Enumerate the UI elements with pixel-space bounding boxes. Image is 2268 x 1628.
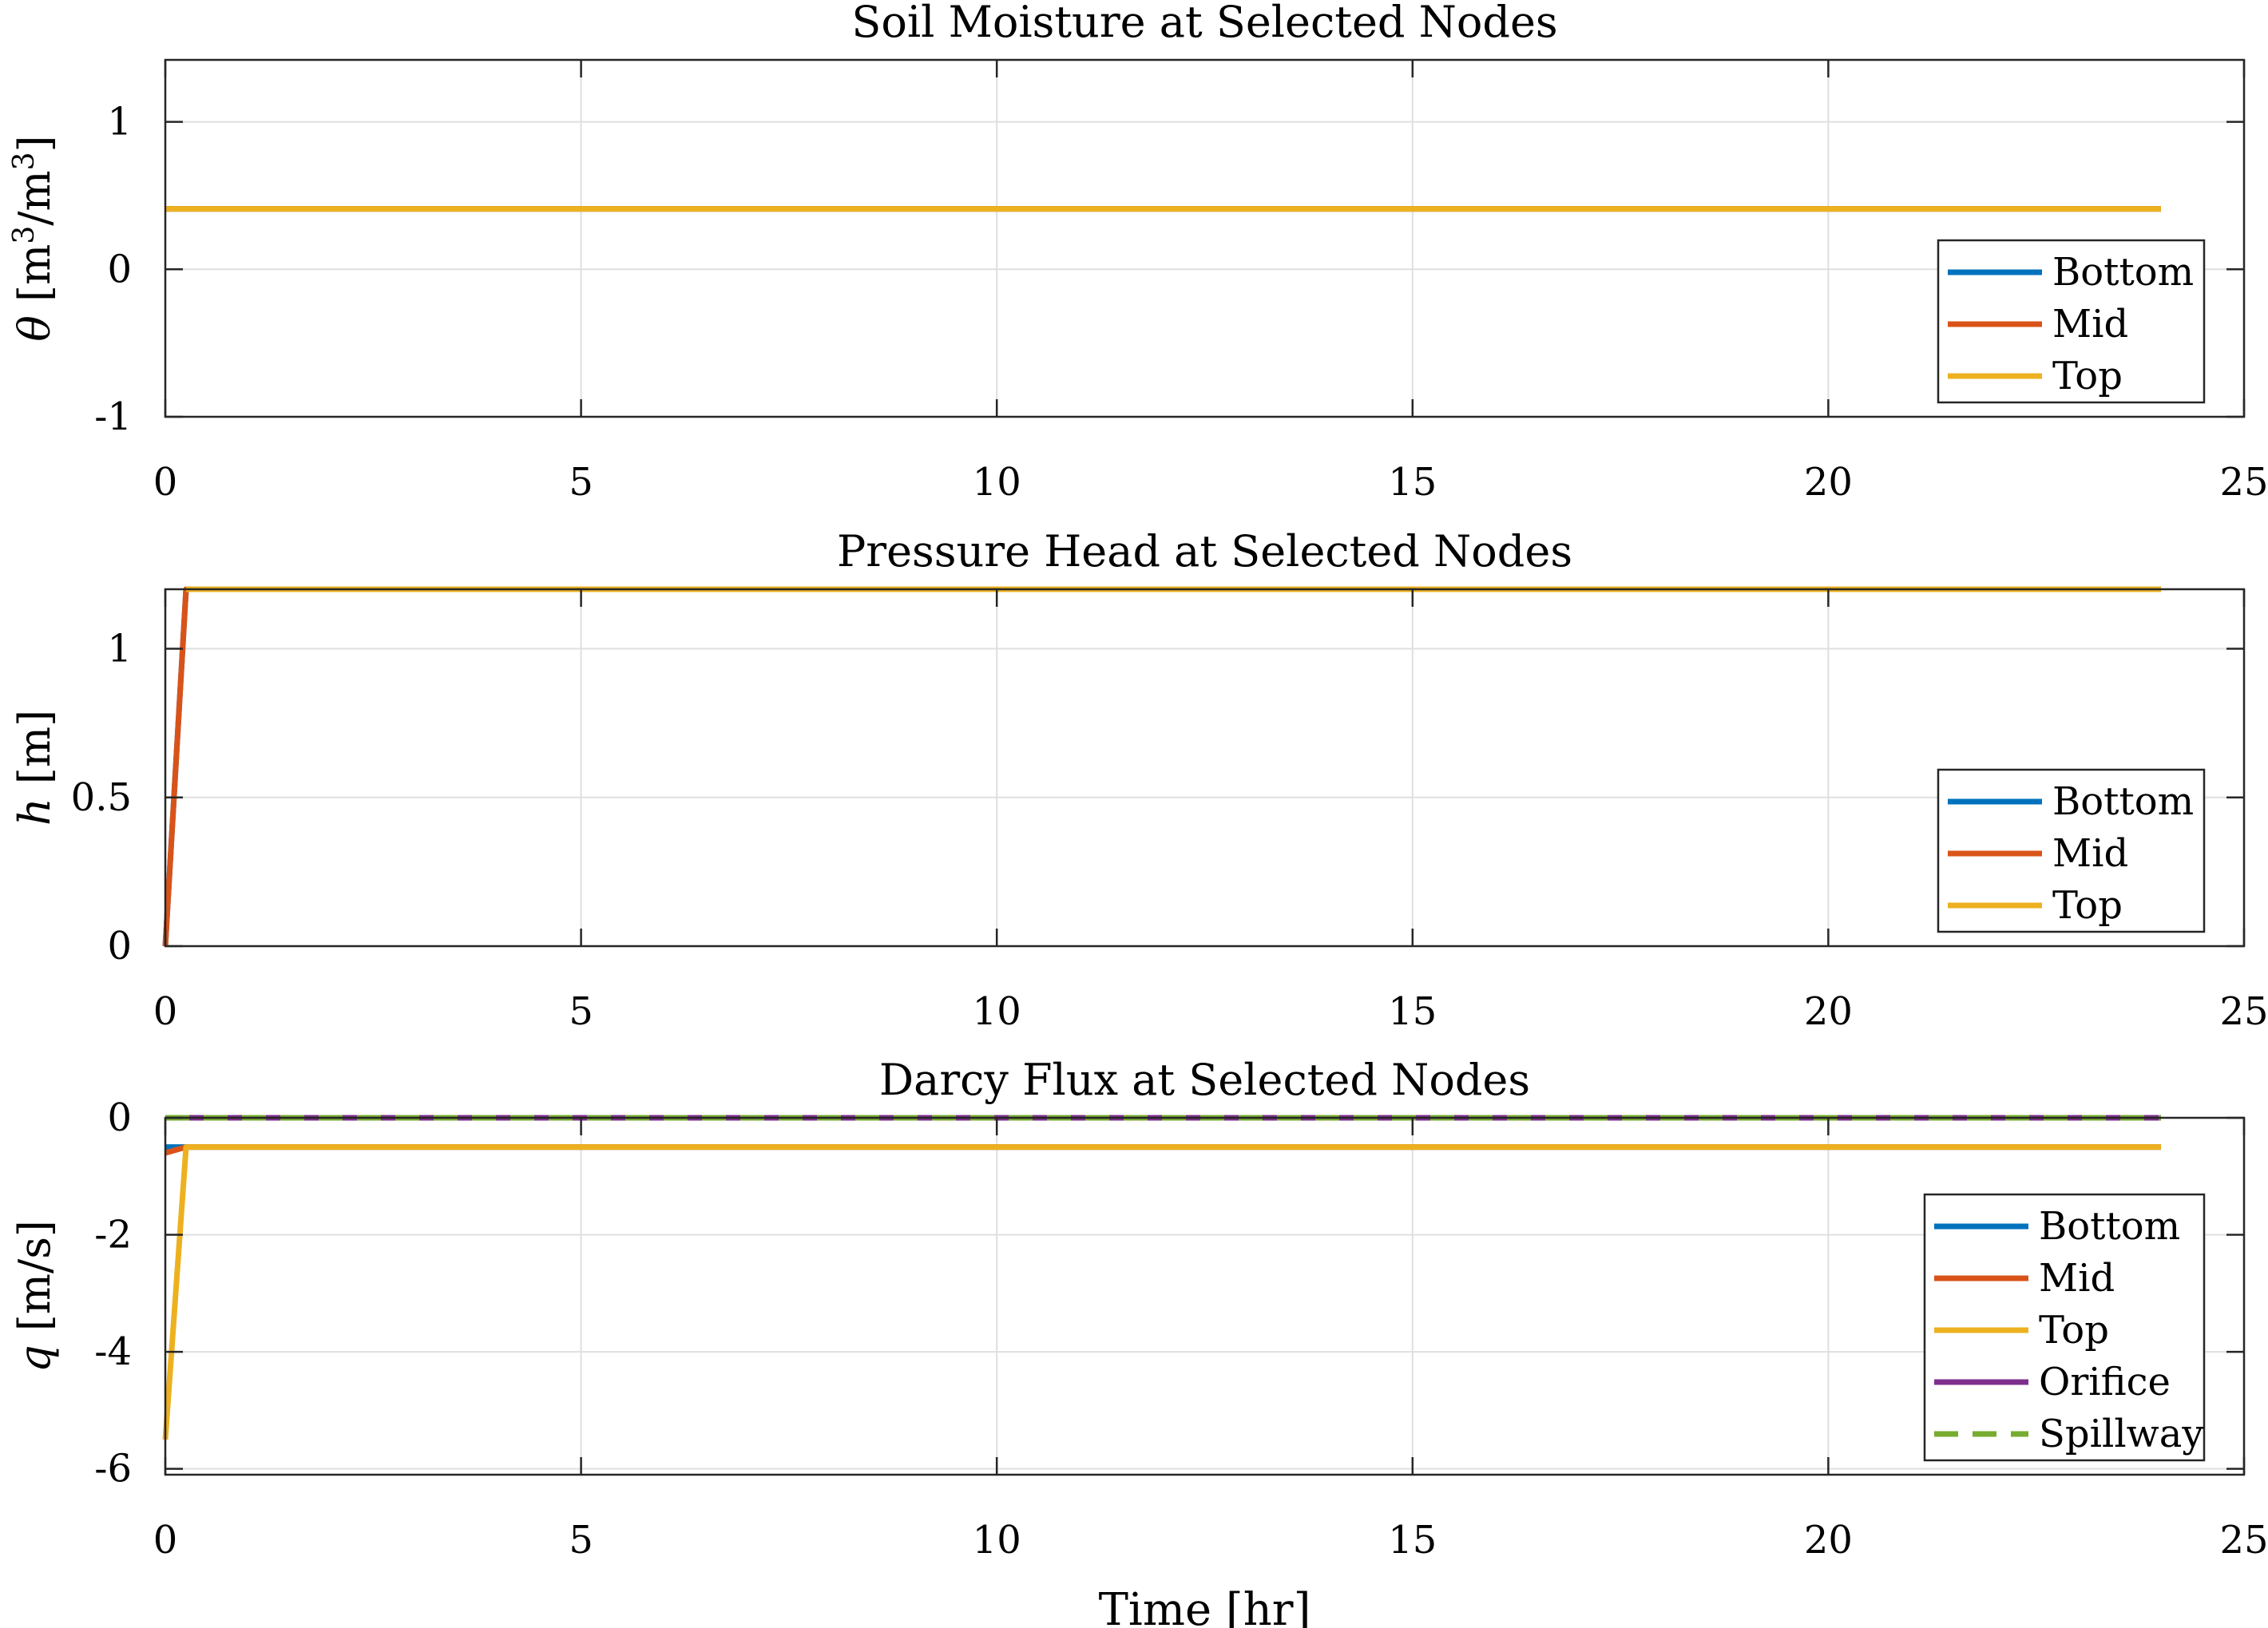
y-label-unit: [m] bbox=[10, 710, 60, 798]
axes-box bbox=[164, 588, 2246, 948]
legend-label-mid: Mid bbox=[2039, 1256, 2115, 1301]
x-tick-label: 15 bbox=[1388, 989, 1437, 1034]
x-tick-label: 0 bbox=[153, 989, 178, 1034]
x-tick-label: 25 bbox=[2219, 989, 2268, 1034]
pressure-head-panel: 0 5 10 15 20 25 0 0.5 1 Pressure Head at Selected… bbox=[10, 526, 2268, 1034]
x-tick-label: 10 bbox=[973, 1518, 1021, 1563]
y-label-sup: 3 bbox=[8, 226, 41, 244]
y-label-symbol: q bbox=[10, 1345, 60, 1373]
axes-box bbox=[164, 58, 2246, 418]
legend-label-top: Top bbox=[2052, 883, 2123, 928]
x-tick-label: 25 bbox=[2219, 460, 2268, 505]
y-tick-label: -2 bbox=[94, 1213, 132, 1258]
legend: Bottom Mid Top bbox=[1937, 768, 2206, 933]
y-tick-label: -1 bbox=[94, 394, 132, 439]
legend-label-bottom: Bottom bbox=[2039, 1204, 2180, 1249]
x-tick-label: 15 bbox=[1388, 1518, 1437, 1563]
legend-label-bottom: Bottom bbox=[2052, 250, 2194, 295]
x-tick-label: 5 bbox=[569, 989, 593, 1034]
legend: Bottom Mid Top bbox=[1937, 239, 2206, 404]
y-label-unit: [m/s] bbox=[10, 1220, 60, 1345]
x-axis-label: Time [hr] bbox=[1099, 1584, 1311, 1628]
legend-label-mid: Mid bbox=[2052, 302, 2128, 347]
x-tick-label: 20 bbox=[1804, 1518, 1853, 1563]
y-label-sup-2: 3 bbox=[8, 152, 41, 170]
soil-moisture-panel: 0 5 10 15 20 25 -1 0 1 Soil Moisture at Selected … bbox=[8, 0, 2268, 505]
y-axis-label: q [m/s] bbox=[10, 1220, 60, 1373]
y-tick-label: 1 bbox=[107, 627, 132, 671]
legend-label-orifice: Orifice bbox=[2039, 1360, 2171, 1404]
x-tick-label: 10 bbox=[973, 460, 1021, 505]
y-tick-label: -4 bbox=[94, 1329, 132, 1374]
x-tick-label: 5 bbox=[569, 1518, 593, 1563]
x-tick-label: 0 bbox=[153, 1518, 178, 1563]
y-label-unit: [m bbox=[10, 244, 60, 315]
x-tick-label: 25 bbox=[2219, 1518, 2268, 1563]
x-tick-label: 20 bbox=[1804, 460, 1853, 505]
y-axis-label: h [m] bbox=[10, 710, 60, 826]
y-label-unit-mid: /m bbox=[10, 170, 60, 225]
x-tick-label: 5 bbox=[569, 460, 593, 505]
y-tick-label: 0 bbox=[107, 924, 132, 968]
series-line-top bbox=[162, 1144, 2161, 1440]
series-line-mid bbox=[162, 586, 2161, 947]
x-tick-label: 0 bbox=[153, 460, 178, 505]
x-tick-label: 20 bbox=[1804, 989, 1853, 1034]
chart-title: Soil Moisture at Selected Nodes bbox=[851, 0, 1557, 47]
y-tick-label: 0.5 bbox=[71, 775, 132, 820]
axes-box bbox=[164, 1116, 2246, 1476]
x-tick-label: 15 bbox=[1388, 460, 1437, 505]
y-tick-label: 1 bbox=[107, 100, 132, 145]
legend: Bottom Mid Top Orifice Spillway bbox=[1923, 1193, 2206, 1462]
chart-title: Darcy Flux at Selected Nodes bbox=[879, 1055, 1530, 1105]
y-label-symbol: h bbox=[10, 798, 60, 826]
y-tick-label: -6 bbox=[94, 1447, 132, 1491]
y-tick-label: 0 bbox=[107, 1095, 132, 1140]
chart-title: Pressure Head at Selected Nodes bbox=[837, 526, 1572, 576]
x-tick-label: 10 bbox=[973, 989, 1021, 1034]
legend-label-mid: Mid bbox=[2052, 831, 2128, 876]
series-line-bottom bbox=[162, 586, 2161, 947]
y-label-symbol: θ bbox=[10, 315, 60, 342]
darcy-flux-panel: 0 5 10 15 20 25 -6 -4 -2 0 Darcy Flux at Selected … bbox=[10, 1055, 2268, 1628]
y-tick-label: 0 bbox=[107, 247, 132, 291]
y-label-unit-end: ] bbox=[10, 135, 60, 152]
series-group bbox=[162, 586, 2161, 947]
legend-label-bottom: Bottom bbox=[2052, 779, 2194, 824]
y-axis-label: θ [m3/m3] bbox=[8, 135, 61, 341]
legend-label-top: Top bbox=[2052, 354, 2123, 398]
series-group bbox=[162, 1115, 2161, 1440]
legend-label-spillway: Spillway bbox=[2039, 1412, 2203, 1456]
legend-label-top: Top bbox=[2039, 1308, 2109, 1353]
